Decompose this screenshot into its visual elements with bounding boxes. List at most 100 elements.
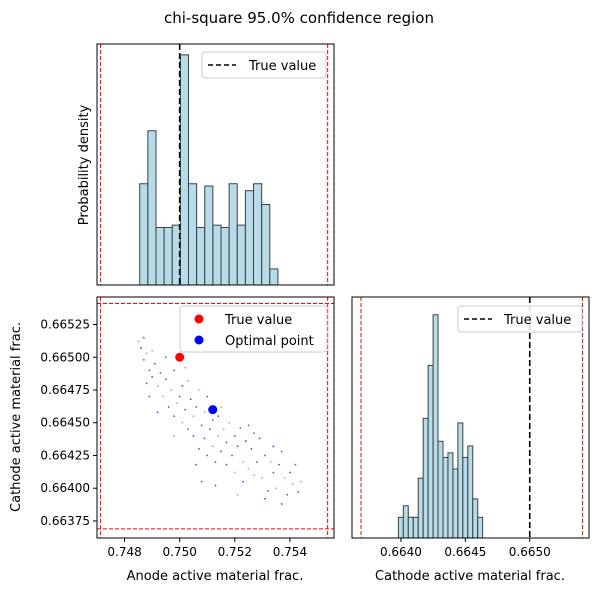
sample-point bbox=[253, 432, 255, 435]
x-tick-label: 0.6650 bbox=[509, 545, 551, 559]
x-tick-label: 0.6640 bbox=[380, 545, 422, 559]
sample-point bbox=[266, 489, 269, 492]
sample-point bbox=[269, 461, 272, 463]
sample-point bbox=[280, 450, 283, 453]
sample-point bbox=[187, 428, 189, 431]
scatter-markers bbox=[175, 352, 218, 415]
sample-point bbox=[211, 419, 214, 422]
histogram-bar bbox=[412, 516, 419, 539]
histogram-bar bbox=[139, 183, 149, 286]
sample-point bbox=[206, 454, 209, 457]
scatter-samples bbox=[137, 336, 302, 505]
sample-point bbox=[198, 448, 200, 450]
histogram-bar bbox=[467, 445, 474, 539]
scatter-bounds bbox=[97, 297, 334, 538]
sample-point bbox=[156, 411, 159, 414]
histogram-bar bbox=[422, 417, 429, 539]
histogram-bar bbox=[155, 226, 165, 286]
sample-point bbox=[176, 402, 178, 404]
sample-point bbox=[151, 375, 154, 378]
sample-point bbox=[148, 369, 151, 372]
sample-point bbox=[247, 467, 250, 470]
sample-point bbox=[291, 483, 294, 486]
sample-point bbox=[203, 411, 206, 414]
scatter-panel: 0.748 0.750 0.752 0.754 0.66375 0.66400 0.664… bbox=[9, 296, 335, 584]
sample-point bbox=[286, 493, 289, 496]
histogram-bar bbox=[236, 224, 246, 286]
sample-point bbox=[195, 406, 198, 408]
histogram-bar bbox=[196, 226, 206, 286]
optimal-point-marker bbox=[208, 405, 218, 415]
legend-true-value-label: True value bbox=[248, 59, 316, 74]
x-tick-label: 0.6645 bbox=[444, 545, 486, 559]
sample-point bbox=[192, 415, 195, 418]
sample-point bbox=[164, 378, 167, 381]
sample-point bbox=[162, 395, 165, 398]
figure-title: chi-square 95.0% confidence region bbox=[164, 9, 434, 27]
cathode-histogram-x-ticks: 0.6640 0.6645 0.6650 bbox=[380, 538, 551, 559]
sample-point bbox=[145, 352, 148, 355]
sample-point bbox=[277, 463, 280, 466]
cathode-histogram-frame bbox=[351, 296, 590, 539]
sample-point bbox=[137, 340, 140, 343]
y-tick-label: 0.66450 bbox=[40, 416, 90, 430]
sample-point bbox=[203, 437, 206, 440]
legend-true-value-label: True value bbox=[224, 313, 292, 328]
sample-point bbox=[253, 474, 255, 477]
histogram-bar bbox=[244, 190, 255, 286]
sample-point bbox=[228, 421, 231, 424]
sample-point bbox=[236, 445, 239, 448]
sample-point bbox=[195, 463, 198, 466]
histogram-bar bbox=[447, 452, 454, 539]
sample-point bbox=[261, 476, 264, 479]
histogram-bar bbox=[417, 477, 424, 539]
sample-point bbox=[167, 406, 170, 408]
sample-point bbox=[173, 434, 176, 437]
anode-histogram-legend: True value bbox=[201, 51, 327, 79]
sample-point bbox=[239, 427, 242, 429]
sample-point bbox=[173, 415, 176, 418]
sample-point bbox=[211, 445, 214, 448]
scatter-xlabel: Anode active material frac. bbox=[127, 569, 304, 584]
histogram-bar bbox=[147, 130, 157, 286]
sample-point bbox=[145, 382, 148, 385]
scatter-legend: True value Optimal point bbox=[179, 305, 328, 353]
sample-point bbox=[275, 487, 278, 490]
histogram-bar bbox=[407, 516, 414, 539]
y-tick-label: 0.66400 bbox=[40, 481, 90, 495]
y-tick-label: 0.66500 bbox=[40, 350, 90, 364]
y-tick-label: 0.66375 bbox=[40, 514, 90, 528]
sample-point bbox=[222, 428, 225, 431]
histogram-bar bbox=[212, 224, 222, 286]
sample-point bbox=[242, 461, 244, 463]
legend-box bbox=[201, 51, 327, 79]
anode-histogram-ylabel: Probability density bbox=[77, 104, 92, 225]
x-tick-label: 0.748 bbox=[107, 545, 141, 559]
cathode-histogram-xlabel: Cathode active material frac. bbox=[375, 569, 565, 584]
sample-point bbox=[220, 406, 222, 408]
sample-point bbox=[217, 434, 220, 437]
sample-point bbox=[209, 428, 211, 431]
anode-histogram-bars bbox=[139, 54, 279, 286]
histogram-bar bbox=[179, 54, 189, 286]
histogram-bar bbox=[437, 440, 444, 539]
sample-point bbox=[294, 463, 297, 466]
legend-true-value-label: True value bbox=[503, 313, 571, 328]
histogram-bar bbox=[432, 314, 439, 539]
legend-true-value-marker bbox=[194, 314, 204, 324]
x-tick-label: 0.752 bbox=[218, 545, 252, 559]
sample-point bbox=[283, 476, 286, 479]
histogram-bar bbox=[163, 226, 173, 286]
sample-point bbox=[198, 389, 200, 391]
sample-point bbox=[164, 356, 167, 359]
histogram-bar bbox=[228, 183, 238, 286]
scatter-y-ticks: 0.66375 0.66400 0.66425 0.66450 0.66475 0.665… bbox=[40, 318, 97, 528]
scatter-x-ticks: 0.748 0.750 0.752 0.754 bbox=[107, 538, 307, 559]
histogram-bar bbox=[261, 203, 271, 286]
sample-point bbox=[236, 493, 239, 496]
sample-point bbox=[220, 450, 222, 453]
sample-point bbox=[233, 471, 236, 474]
histogram-bar bbox=[452, 468, 459, 539]
cathode-histogram-legend: True value bbox=[457, 305, 583, 333]
